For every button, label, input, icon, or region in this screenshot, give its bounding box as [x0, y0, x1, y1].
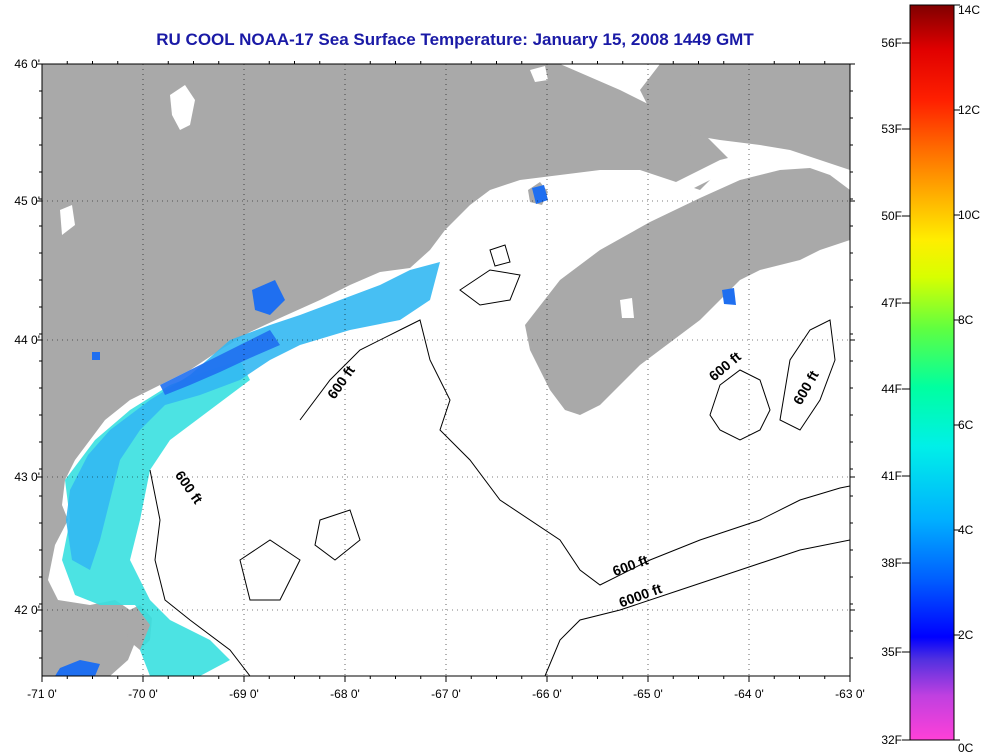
- sst-cold-patch: [722, 288, 736, 305]
- depth-contours: [149, 244, 850, 676]
- lon-tick-label: -69 0': [229, 687, 259, 701]
- lon-tick-label: -70 0': [128, 687, 158, 701]
- contour-6000ft: [544, 539, 850, 676]
- colorbar-c-label: 12C: [958, 103, 980, 117]
- chart-title: RU COOL NOAA-17 Sea Surface Temperature:…: [156, 30, 754, 49]
- lon-tick-label: -65 0': [633, 687, 663, 701]
- bay-of-fundy: [560, 150, 760, 250]
- lon-tick-label: -63 0': [835, 687, 865, 701]
- lat-tick-label: 42 0': [14, 603, 40, 617]
- colorbar-c-label: 6C: [958, 418, 974, 432]
- colorbar-c-label: 0C: [958, 741, 974, 754]
- sst-cold-band: [160, 330, 280, 395]
- land-new-brunswick: [640, 64, 850, 170]
- contour-600ft: [459, 269, 521, 306]
- colorbar-c-label: 10C: [958, 208, 980, 222]
- colorbar-c-label: 2C: [958, 628, 974, 642]
- colorbar-f-label: 32F: [881, 733, 902, 747]
- lake: [530, 66, 548, 82]
- colorbar-c-label: 14C: [958, 3, 980, 17]
- lon-tick-label: -67 0': [431, 687, 461, 701]
- colorbar-f-label: 44F: [881, 382, 902, 396]
- lon-tick-label: -68 0': [330, 687, 360, 701]
- colorbar-f-label: 41F: [881, 469, 902, 483]
- contour-600ft: [314, 509, 361, 561]
- lat-tick-label: 43 0': [14, 470, 40, 484]
- graticule: [42, 64, 850, 676]
- sst-cold-patch: [55, 660, 100, 676]
- contour-600ft: [299, 319, 850, 586]
- sst-mid-band: [66, 262, 440, 570]
- lake: [170, 85, 195, 130]
- lake: [620, 298, 634, 318]
- lat-tick-label: 44 0': [14, 333, 40, 347]
- sst-cold-patch: [92, 352, 100, 360]
- axis-ticks: -71 0' -70 0' -69 0' -68 0' -67 0' -66 0' -65 …: [14, 57, 864, 701]
- contour-600ft: [489, 244, 511, 267]
- contour-600ft: [239, 539, 301, 601]
- colorbar-f-label: 56F: [881, 36, 902, 50]
- colorbar-f-label: 35F: [881, 645, 902, 659]
- lake: [60, 205, 75, 235]
- lat-tick-label: 46 0': [14, 57, 40, 71]
- colorbar-f-label: 50F: [881, 209, 902, 223]
- sst-cold-patch: [532, 185, 548, 204]
- lon-tick-label: -66 0': [532, 687, 562, 701]
- lon-tick-label: -71 0': [27, 687, 57, 701]
- contour-600ft: [149, 469, 251, 676]
- colorbar-c-label: 8C: [958, 313, 974, 327]
- land-new-england: [42, 64, 730, 676]
- lat-tick-label: 45 0': [14, 194, 40, 208]
- colorbar-labels: 56F 53F 50F 47F 44F 41F 38F 35F 32F 14C 12C 10C 8C 6C…: [881, 3, 980, 754]
- colorbar-gradient: [909, 4, 955, 741]
- colorbar-f-label: 53F: [881, 122, 902, 136]
- land-nova-scotia: [525, 168, 850, 415]
- colorbar-f-label: 38F: [881, 556, 902, 570]
- colorbar-f-label: 47F: [881, 296, 902, 310]
- lon-tick-label: -64 0': [734, 687, 764, 701]
- colorbar-c-label: 4C: [958, 523, 974, 537]
- contour-600ft: [709, 369, 771, 441]
- sst-cold-patch: [252, 280, 285, 315]
